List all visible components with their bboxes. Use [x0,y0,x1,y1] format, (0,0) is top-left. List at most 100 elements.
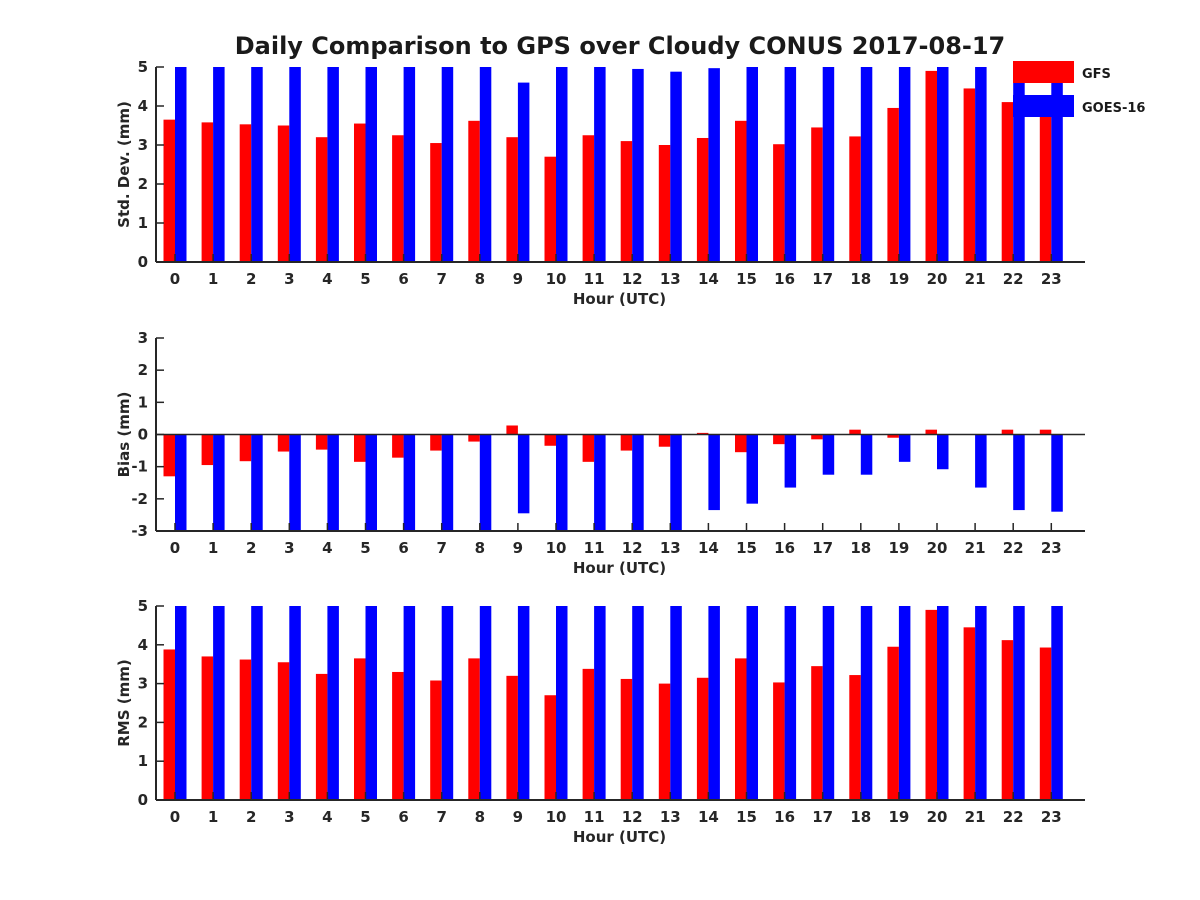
bar-gfs-hour-12 [620,434,633,451]
x-tick-label: 21 [965,270,986,288]
x-tick-label: 8 [475,539,485,557]
bar-gfs-hour-15 [735,658,747,800]
x-tick-label: 4 [322,270,332,288]
bar-gfs-hour-8 [468,658,480,800]
bar-gfs-hour-17 [811,434,823,440]
bar-gfs-hour-0 [163,649,175,800]
x-tick-label: 17 [812,539,833,557]
bar-goes16-hour-9 [517,606,530,800]
y-tick-label: 1 [138,393,148,411]
bar-goes16-hour-4 [327,606,339,800]
bar-gfs-hour-17 [811,127,823,262]
bar-goes16-hour-7 [441,434,454,531]
y-tick-label: 3 [138,675,148,693]
bar-gfs-hour-9 [506,137,518,262]
x-tick-label: 7 [436,270,446,288]
y-tick-label: 1 [138,752,148,770]
x-tick-label: 23 [1041,270,1062,288]
bar-goes16-hour-15 [746,67,758,262]
x-tick-label: 13 [660,270,681,288]
bar-gfs-hour-13 [658,683,671,800]
x-tick-label: 19 [888,539,909,557]
y-axis-label: RMS (mm) [115,659,133,746]
x-tick-label: 1 [208,270,218,288]
bar-goes16-hour-3 [289,606,301,800]
bar-gfs-hour-11 [582,668,595,800]
bar-gfs-hour-6 [392,434,404,458]
legend-label-goes16: GOES-16 [1082,101,1145,116]
x-tick-label: 10 [546,270,567,288]
x-tick-label: 15 [736,808,757,826]
bar-goes16-hour-8 [479,67,492,262]
y-tick-label: 5 [138,597,148,615]
x-tick-label: 8 [475,270,485,288]
bar-goes16-hour-11 [594,606,606,800]
bar-gfs-hour-4 [315,434,328,450]
bar-goes16-hour-17 [822,434,835,475]
bar-gfs-hour-16 [773,682,785,800]
bar-gfs-hour-22 [1001,429,1014,435]
bar-gfs-hour-10 [544,434,556,446]
x-tick-label: 15 [736,539,757,557]
bar-gfs-hour-22 [1001,102,1014,262]
bar-gfs-hour-3 [277,125,290,262]
bar-goes16-hour-23 [1051,606,1063,800]
bar-gfs-hour-6 [392,671,404,800]
bar-gfs-hour-4 [315,673,328,800]
x-tick-label: 7 [436,539,446,557]
bar-goes16-hour-9 [517,82,530,262]
x-tick-label: 11 [584,808,605,826]
bar-goes16-hour-22 [1013,67,1025,262]
x-tick-label: 0 [170,539,180,557]
bar-goes16-hour-10 [556,67,568,262]
legend: GFS GOES-16 [1013,61,1145,117]
bar-gfs-hour-8 [468,434,480,442]
legend-swatch-gfs [1013,61,1074,83]
x-tick-label: 12 [622,270,643,288]
y-tick-label: 0 [138,791,148,809]
x-tick-label: 12 [622,808,643,826]
bar-goes16-hour-11 [594,434,606,531]
bar-goes16-hour-8 [479,434,492,531]
bar-gfs-hour-8 [468,120,480,262]
x-tick-label: 0 [170,808,180,826]
x-tick-label: 19 [888,270,909,288]
x-tick-label: 16 [774,270,795,288]
bar-goes16-hour-13 [670,434,682,531]
bar-gfs-hour-13 [658,145,671,262]
x-tick-label: 2 [246,270,256,288]
bar-goes16-hour-21 [975,606,987,800]
x-tick-label: 5 [360,270,370,288]
bar-goes16-hour-14 [708,434,720,511]
y-tick-label: 3 [138,329,148,347]
bar-goes16-hour-15 [746,434,758,504]
bar-goes16-hour-11 [594,67,606,262]
x-tick-label: 6 [398,539,408,557]
y-axis-label: Std. Dev. (mm) [115,101,133,228]
bar-gfs-hour-14 [696,432,709,435]
bar-goes16-hour-9 [517,434,530,514]
x-tick-label: 0 [170,270,180,288]
bar-goes16-hour-20 [937,67,949,262]
bar-goes16-hour-4 [327,67,339,262]
x-tick-label: 21 [965,539,986,557]
x-tick-label: 20 [927,808,948,826]
bar-gfs-hour-23 [1039,109,1052,263]
bar-goes16-hour-2 [251,606,263,800]
bar-gfs-hour-20 [925,609,937,800]
bar-goes16-hour-5 [365,67,377,262]
x-tick-label: 16 [774,808,795,826]
bar-goes16-hour-1 [213,434,225,531]
y-tick-label: 0 [138,253,148,271]
x-tick-label: 1 [208,539,218,557]
y-tick-label: 2 [138,175,148,193]
x-tick-label: 17 [812,270,833,288]
bar-goes16-hour-2 [251,67,263,262]
bar-gfs-hour-18 [849,675,861,800]
x-tick-label: 8 [475,808,485,826]
bar-gfs-hour-10 [544,695,556,800]
bar-goes16-hour-0 [175,67,187,262]
bar-gfs-hour-7 [430,434,442,451]
bar-gfs-hour-0 [163,434,175,477]
